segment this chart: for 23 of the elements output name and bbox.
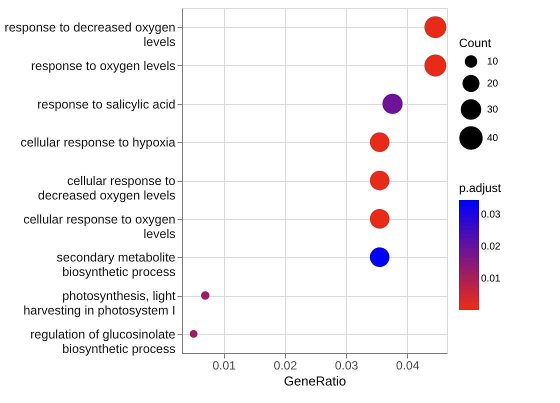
legend-title: Count (459, 36, 492, 50)
color-bar-label: 0.03 (481, 209, 501, 220)
y-tick-label: response to decreased oxygen levels (4, 20, 176, 50)
y-tick-label: regulation of glucosinolate biosynthetic process (30, 327, 176, 356)
legend-label: 20 (487, 78, 499, 90)
x-axis-title: GeneRatio (284, 374, 346, 388)
y-tick-label: cellular response to decreased oxygen levels (38, 174, 176, 202)
y-tick-label: response to oxygen levels (30, 59, 176, 73)
legend-label: 30 (487, 104, 499, 116)
y-tick-label: photosynthesis, light harvesting in photosystem I (23, 289, 176, 318)
x-tick-label: 0.01 (212, 358, 236, 372)
legend-label: 10 (487, 56, 499, 68)
y-tick-label: cellular response to hypoxia (20, 136, 176, 150)
y-tick-label: secondary metabolite biosynthetic process (56, 250, 176, 280)
y-tick-label: cellular response to oxygen levels (23, 212, 176, 241)
color-bar-title: p.adjust (459, 181, 502, 195)
color-bar-label: 0.02 (481, 242, 501, 252)
x-tick-label: 0.02 (274, 358, 298, 372)
color-bar-label: 0.01 (481, 274, 501, 285)
x-tick-label: 0.04 (396, 358, 420, 372)
legend-label: 40 (487, 133, 499, 144)
x-tick-label: 0.03 (334, 358, 359, 372)
y-tick-label: response to salicylic acid (37, 97, 176, 112)
